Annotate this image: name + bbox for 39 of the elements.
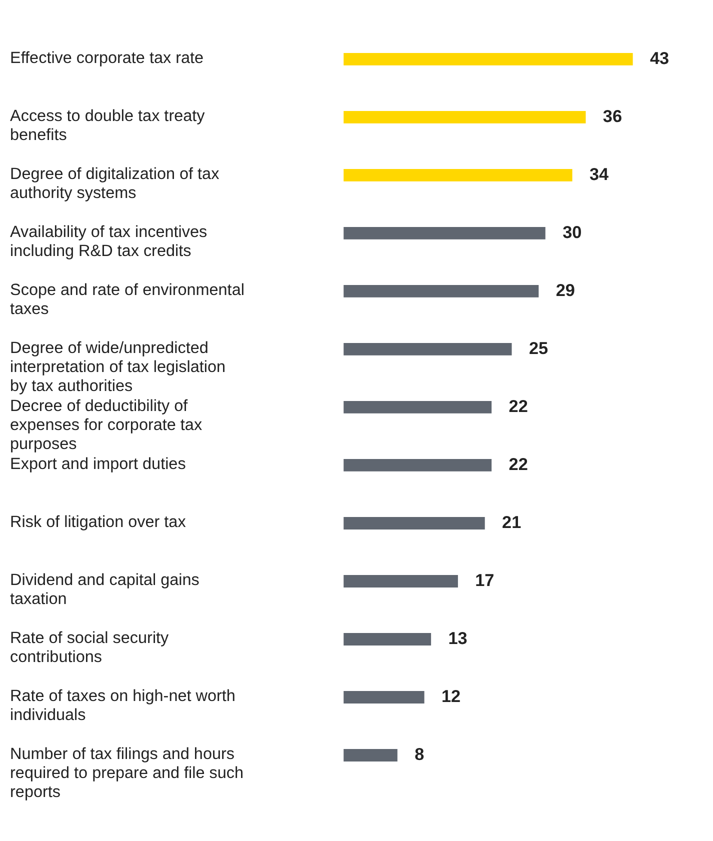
bar [344,401,492,414]
bar [344,285,539,298]
y-tick-label: Risk of litigation over tax [10,513,186,532]
bar [344,633,432,646]
y-tick-label: Export and import duties [10,455,186,474]
bar [344,343,512,356]
data-label: 12 [442,686,461,706]
data-label: 17 [475,570,494,590]
data-label: 36 [602,106,622,126]
data-label: 34 [589,164,610,184]
bar [344,575,458,588]
y-tick-label: Decree of deductibility of expenses for corporate tax purposes [10,397,202,454]
y-tick-label: Degree of wide/unpredicted interpretation of tax legislation by tax authorities [10,339,226,396]
y-tick-label: Availability of tax incentives including R&D tax credits [10,223,208,260]
bar [344,691,424,704]
bar [344,111,586,124]
bar [344,749,398,762]
data-label: 25 [528,338,548,358]
y-tick-label: Access to double tax treaty benefits [10,107,206,144]
y-tick-label: Scope and rate of environmental taxes [10,281,244,318]
y-tick-label: Rate of taxes on high-net worth individuals [10,687,236,724]
data-label: 30 [562,222,582,242]
data-label: 22 [508,454,528,474]
data-label: 8 [414,744,425,764]
y-tick-label: Degree of digitalization of tax authority systems [10,165,220,202]
y-tick-label: Dividend and capital gains taxation [10,571,200,608]
data-label: 22 [508,396,528,416]
data-label: 21 [502,512,522,532]
data-label: 43 [650,48,670,68]
y-tick-label: Number of tax filings and hours required to prepare and file such reports [10,745,244,802]
bar [344,227,546,240]
data-label: 29 [556,280,575,300]
bar [344,169,572,182]
y-tick-label: Rate of social security contributions [10,629,170,666]
bar [344,53,633,66]
bar [344,517,485,530]
data-label: 13 [448,628,468,648]
bar [344,459,492,472]
y-tick-label: Effective corporate tax rate [10,49,204,68]
